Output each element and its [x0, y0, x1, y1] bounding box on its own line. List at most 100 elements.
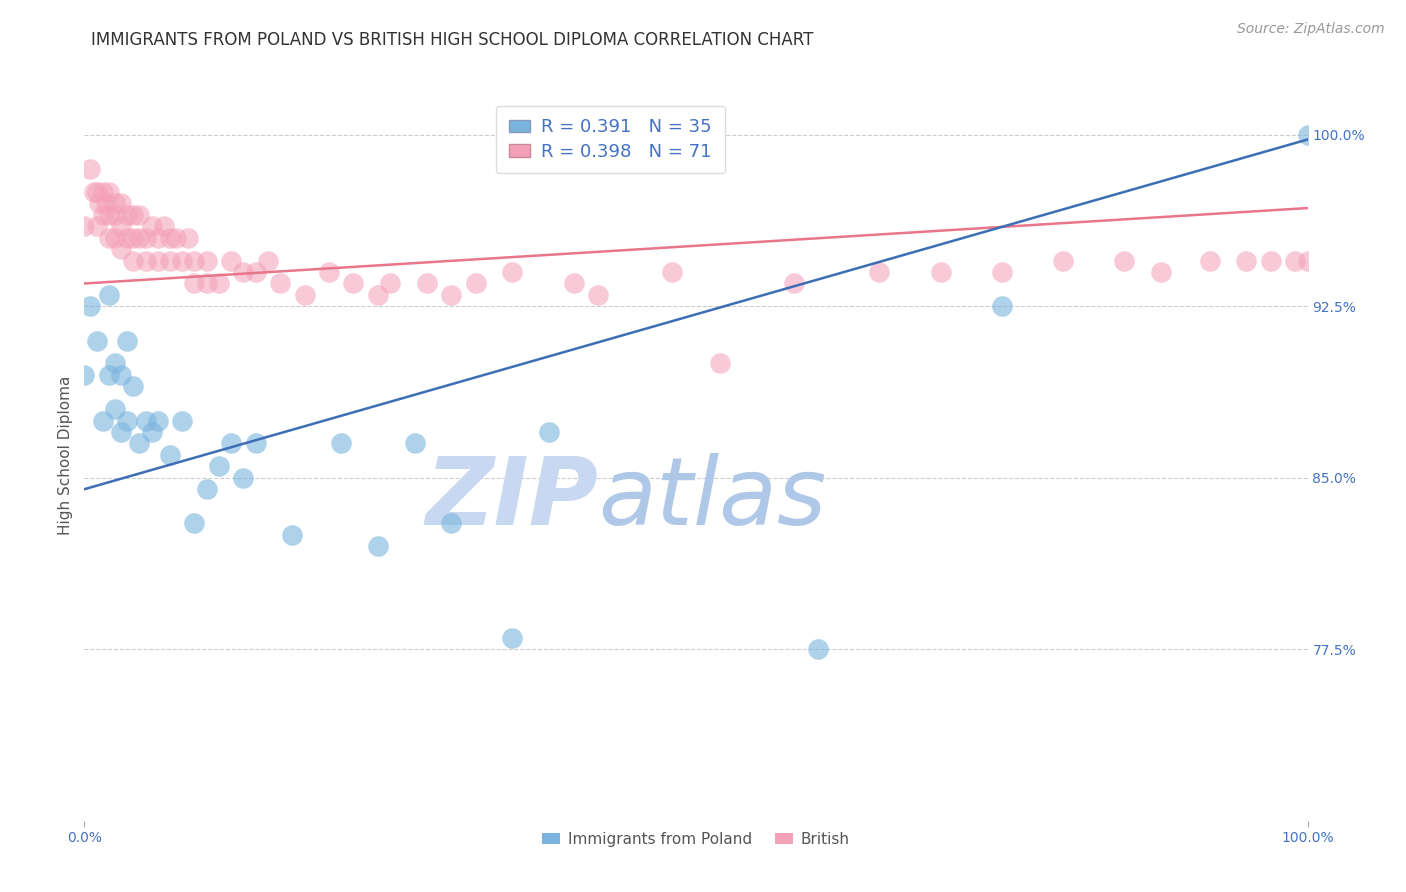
Point	[219, 253, 242, 268]
Point	[281, 528, 304, 542]
Point	[122, 231, 145, 245]
Point	[502, 631, 524, 645]
Point	[1114, 253, 1136, 268]
Point	[104, 196, 127, 211]
Point	[86, 334, 108, 348]
Point	[122, 208, 145, 222]
Point	[661, 265, 683, 279]
Point	[122, 253, 145, 268]
Point	[380, 277, 402, 291]
Point	[91, 185, 114, 199]
Point	[440, 516, 463, 531]
Point	[269, 277, 291, 291]
Point	[416, 277, 439, 291]
Point	[929, 265, 952, 279]
Point	[562, 277, 585, 291]
Point	[79, 299, 101, 313]
Point	[1260, 253, 1282, 268]
Point	[159, 231, 181, 245]
Point	[87, 196, 110, 211]
Point	[318, 265, 340, 279]
Point	[86, 219, 108, 234]
Point	[104, 208, 127, 222]
Point	[1296, 128, 1319, 142]
Point	[1150, 265, 1173, 279]
Point	[208, 277, 231, 291]
Legend: Immigrants from Poland, British: Immigrants from Poland, British	[536, 826, 856, 854]
Point	[165, 231, 187, 245]
Point	[110, 196, 132, 211]
Text: Source: ZipAtlas.com: Source: ZipAtlas.com	[1237, 22, 1385, 37]
Point	[115, 231, 138, 245]
Point	[245, 436, 267, 450]
Point	[991, 265, 1014, 279]
Point	[141, 219, 163, 234]
Point	[183, 516, 205, 531]
Point	[502, 265, 524, 279]
Point	[115, 414, 138, 428]
Point	[104, 356, 127, 370]
Point	[219, 436, 242, 450]
Point	[83, 185, 105, 199]
Point	[97, 185, 120, 199]
Point	[110, 219, 132, 234]
Point	[79, 162, 101, 177]
Point	[97, 288, 120, 302]
Point	[195, 253, 218, 268]
Point	[440, 288, 463, 302]
Point	[110, 242, 132, 256]
Point	[709, 356, 731, 370]
Point	[91, 414, 114, 428]
Point	[538, 425, 561, 439]
Point	[404, 436, 426, 450]
Point	[96, 196, 118, 211]
Text: IMMIGRANTS FROM POLAND VS BRITISH HIGH SCHOOL DIPLOMA CORRELATION CHART: IMMIGRANTS FROM POLAND VS BRITISH HIGH S…	[91, 31, 814, 49]
Point	[135, 414, 157, 428]
Point	[232, 471, 254, 485]
Point	[128, 436, 150, 450]
Point	[464, 277, 486, 291]
Point	[146, 414, 169, 428]
Point	[245, 265, 267, 279]
Point	[159, 448, 181, 462]
Point	[97, 208, 120, 222]
Point	[1198, 253, 1220, 268]
Point	[104, 402, 127, 417]
Point	[232, 265, 254, 279]
Point	[367, 540, 389, 554]
Point	[783, 277, 806, 291]
Point	[869, 265, 891, 279]
Y-axis label: High School Diploma: High School Diploma	[58, 376, 73, 534]
Point	[122, 379, 145, 393]
Point	[172, 414, 194, 428]
Point	[110, 425, 132, 439]
Point	[86, 185, 108, 199]
Point	[807, 642, 830, 657]
Point	[991, 299, 1014, 313]
Point	[1052, 253, 1074, 268]
Point	[104, 231, 127, 245]
Point	[208, 459, 231, 474]
Point	[135, 231, 157, 245]
Text: atlas: atlas	[598, 453, 827, 544]
Point	[1236, 253, 1258, 268]
Point	[195, 277, 218, 291]
Point	[257, 253, 280, 268]
Point	[342, 277, 364, 291]
Point	[146, 231, 169, 245]
Point	[135, 253, 157, 268]
Point	[159, 253, 181, 268]
Point	[73, 368, 96, 382]
Point	[91, 208, 114, 222]
Point	[183, 253, 205, 268]
Point	[1284, 253, 1306, 268]
Point	[367, 288, 389, 302]
Point	[195, 482, 218, 496]
Point	[172, 253, 194, 268]
Point	[294, 288, 316, 302]
Point	[97, 231, 120, 245]
Point	[115, 208, 138, 222]
Point	[586, 288, 609, 302]
Point	[183, 277, 205, 291]
Point	[73, 219, 96, 234]
